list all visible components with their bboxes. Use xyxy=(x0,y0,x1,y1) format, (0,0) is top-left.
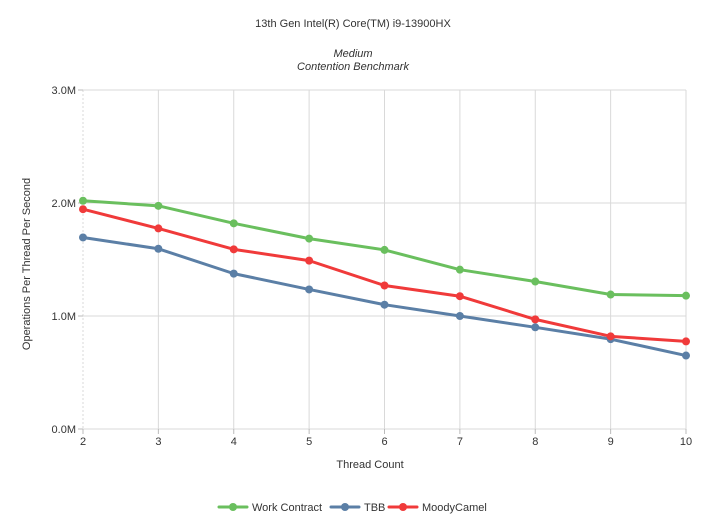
chart-legend: Work Contract TBB MoodyCamel xyxy=(217,502,487,514)
y-tick-label: 1.0M xyxy=(52,311,76,323)
data-point-tbb xyxy=(154,244,163,253)
y-axis-label: Operations Per Thread Per Second xyxy=(21,178,33,350)
legend-marker-moodycamel xyxy=(399,503,407,511)
data-point-work-contract xyxy=(154,201,163,210)
x-tick-label: 5 xyxy=(306,436,312,448)
data-point-work-contract xyxy=(682,291,690,300)
x-tick-label: 9 xyxy=(608,436,614,448)
legend-marker-tbb xyxy=(341,503,349,511)
data-point-tbb xyxy=(229,269,238,278)
data-point-tbb xyxy=(380,300,389,309)
plot-grid xyxy=(82,89,687,430)
y-tick-label: 3.0M xyxy=(52,85,76,97)
chart-subtitle-line-2: Contention Benchmark xyxy=(297,61,409,73)
data-point-moodycamel xyxy=(682,337,690,346)
x-tick-label: 4 xyxy=(231,436,237,448)
data-point-work-contract xyxy=(305,234,314,243)
data-point-moodycamel xyxy=(305,256,314,265)
data-point-tbb xyxy=(682,351,690,360)
data-point-tbb xyxy=(305,285,314,294)
y-tick-label: 2.0M xyxy=(52,198,76,210)
data-point-work-contract xyxy=(531,277,540,286)
chart-subtitle-line-1: Medium xyxy=(333,48,372,60)
legend-marker-work-contract xyxy=(229,503,237,511)
x-tick-label: 3 xyxy=(155,436,161,448)
data-point-moodycamel xyxy=(229,245,238,254)
chart-title: 13th Gen Intel(R) Core(TM) i9-13900HX xyxy=(255,18,451,30)
x-tick-label: 10 xyxy=(680,436,692,448)
x-tick-label: 7 xyxy=(457,436,463,448)
data-point-tbb xyxy=(531,323,540,332)
x-tick-label: 8 xyxy=(532,436,538,448)
data-point-work-contract xyxy=(229,219,238,228)
x-tick-label: 2 xyxy=(80,436,86,448)
data-point-moodycamel xyxy=(79,205,87,214)
data-point-work-contract xyxy=(79,196,87,205)
y-axis-ticks: 0.0M 1.0M 2.0M 3.0M xyxy=(52,85,83,436)
y-tick-label: 0.0M xyxy=(52,424,76,436)
data-point-work-contract xyxy=(455,265,464,274)
data-point-moodycamel xyxy=(380,281,389,290)
data-point-tbb xyxy=(79,233,87,242)
series-group xyxy=(79,196,690,360)
data-point-moodycamel xyxy=(154,224,163,233)
legend-label-tbb: TBB xyxy=(364,502,385,514)
x-tick-label: 6 xyxy=(381,436,387,448)
data-point-moodycamel xyxy=(455,292,464,301)
data-point-work-contract xyxy=(606,290,615,299)
data-point-tbb xyxy=(455,312,464,320)
data-point-work-contract xyxy=(380,245,389,254)
legend-label-work-contract: Work Contract xyxy=(252,502,322,514)
legend-label-moodycamel: MoodyCamel xyxy=(422,502,487,514)
data-point-moodycamel xyxy=(531,315,540,324)
data-point-moodycamel xyxy=(606,332,615,341)
x-axis-label: Thread Count xyxy=(336,459,403,471)
x-axis-ticks: 2 3 4 5 6 7 8 9 10 xyxy=(80,429,692,448)
